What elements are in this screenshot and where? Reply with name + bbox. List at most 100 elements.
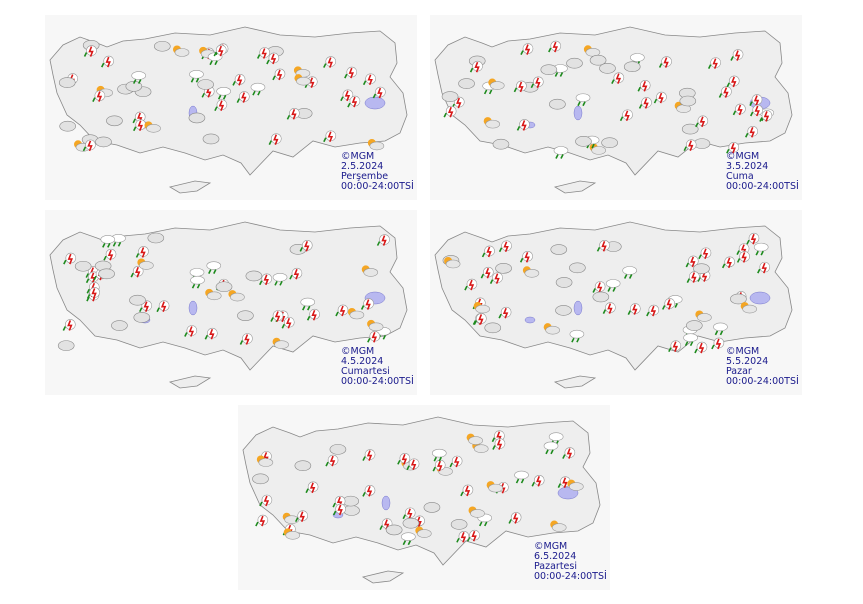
rain-drop xyxy=(335,311,339,317)
rain-drop xyxy=(685,262,690,268)
rain-drop xyxy=(466,536,471,542)
cloud-icon xyxy=(569,262,586,274)
label-time: 00:00-24:00TSİ xyxy=(341,376,414,387)
lightning xyxy=(339,305,346,317)
lightning xyxy=(311,309,317,321)
rain-drop xyxy=(443,112,447,118)
label-copyright: ©MGM xyxy=(534,541,567,552)
rain-drop xyxy=(755,250,764,256)
cloud-icon xyxy=(489,81,505,90)
lightning xyxy=(293,268,300,280)
lightning xyxy=(107,249,114,261)
lightning xyxy=(348,67,354,79)
label-time: 00:00-24:00TSİ xyxy=(534,571,607,582)
cloud-icon xyxy=(252,473,269,485)
rain-drop xyxy=(362,456,366,461)
rain-drop xyxy=(577,101,586,107)
lightning xyxy=(67,320,73,331)
label-date: 4.5.2024 xyxy=(341,356,383,367)
lightning xyxy=(135,266,141,278)
rain-drop xyxy=(759,117,763,122)
rain-drop xyxy=(686,278,691,283)
lightning xyxy=(365,299,371,310)
cloud-icon xyxy=(630,53,645,62)
rain-drop xyxy=(531,481,535,487)
label-day: Perşembe xyxy=(341,171,388,182)
cloud-icon xyxy=(385,524,403,536)
rain-drop xyxy=(736,250,740,255)
cloud-icon xyxy=(284,515,300,524)
rain-drop xyxy=(255,521,259,527)
cloud-icon xyxy=(294,460,312,471)
lightning xyxy=(464,485,471,497)
rain-drop xyxy=(209,60,218,66)
lightning xyxy=(643,98,649,109)
rain-drop xyxy=(82,146,87,152)
cloud-icon xyxy=(74,260,92,272)
lightning xyxy=(650,305,657,317)
rain-drop xyxy=(749,101,753,106)
cloud-icon xyxy=(296,76,311,86)
rain-drop xyxy=(432,466,436,472)
lightning xyxy=(274,311,281,322)
rain-drop xyxy=(718,93,723,98)
lightning xyxy=(366,450,373,461)
lightning xyxy=(218,45,224,57)
lake xyxy=(573,105,583,121)
cloud-icon xyxy=(495,263,512,274)
cloud-icon xyxy=(591,146,606,155)
rain-drop xyxy=(515,478,525,484)
label-date: 3.5.2024 xyxy=(726,161,768,172)
rain-drop xyxy=(698,254,702,260)
cloud-icon xyxy=(111,320,128,331)
rain-drop xyxy=(376,241,381,246)
rain-drop xyxy=(340,96,344,102)
lake xyxy=(188,300,198,316)
cloud-icon xyxy=(549,98,566,110)
rain-drop xyxy=(555,154,564,159)
lightning xyxy=(607,303,613,314)
rain-drop xyxy=(757,268,761,274)
lightning xyxy=(698,342,705,354)
lightning xyxy=(512,513,519,524)
cloud-icon xyxy=(189,268,205,277)
cloud-icon xyxy=(402,517,420,529)
label-day: Pazartesi xyxy=(534,561,577,572)
rain-drop xyxy=(611,79,615,84)
cloud-icon xyxy=(206,291,222,301)
lightning xyxy=(244,334,250,345)
cloud-icon xyxy=(566,57,583,69)
cloud-icon xyxy=(343,505,360,516)
rain-drop xyxy=(571,337,580,343)
rain-drop xyxy=(294,517,299,523)
rain-drop xyxy=(299,246,303,252)
rain-drop xyxy=(191,283,201,289)
rain-drop xyxy=(519,257,524,263)
rain-drop xyxy=(272,75,276,81)
rain-drop xyxy=(367,337,371,343)
cloud-icon xyxy=(550,244,568,255)
cloud-icon xyxy=(98,268,115,280)
rain-drop xyxy=(721,263,726,269)
rain-drop xyxy=(239,340,244,345)
lightning xyxy=(401,454,408,465)
lightning xyxy=(524,44,531,55)
rain-drop xyxy=(516,126,521,131)
rain-drop xyxy=(302,305,311,311)
lightning xyxy=(701,271,708,282)
rain-drop xyxy=(658,63,663,68)
lightning xyxy=(615,73,622,84)
rain-drop xyxy=(190,77,200,83)
lightning xyxy=(456,97,462,109)
rain-drop xyxy=(406,465,410,471)
lightning xyxy=(67,253,73,265)
rain-drop xyxy=(489,279,494,284)
rain-drop xyxy=(217,94,227,100)
lightning xyxy=(87,140,93,152)
cloud-icon xyxy=(57,340,75,351)
rain-drop xyxy=(557,483,562,489)
lightning xyxy=(596,282,603,293)
